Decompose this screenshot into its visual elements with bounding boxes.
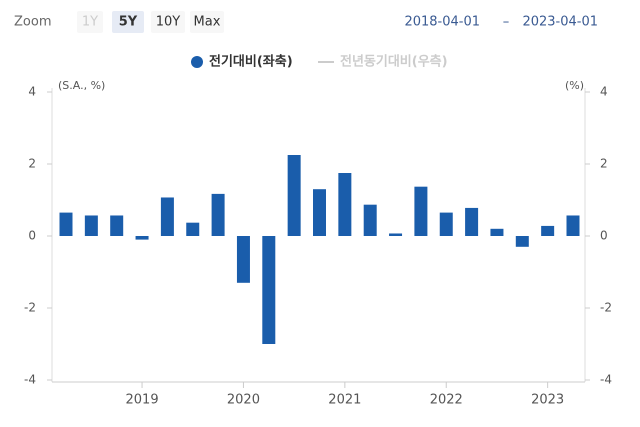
bar [160,197,174,236]
legend-marker [191,56,203,68]
x-tick-label: 2020 [227,393,260,408]
bar [110,215,124,236]
bar [414,186,428,236]
zoom-label: Zoom [14,15,51,30]
bar [490,228,504,236]
y-axis-title: (S.A., %) [58,79,105,92]
bar [313,189,326,236]
y2-tick-label: 0 [600,229,608,243]
range-from: 2018-04-01 [404,15,480,30]
y-tick-label: 2 [28,157,36,171]
bar [262,236,276,344]
bar [135,236,149,240]
y2-tick-label: -2 [600,301,612,315]
range-separator: – [503,15,510,30]
y2-tick-label: 2 [600,157,608,171]
bar [439,212,453,236]
x-tick-label: 2022 [430,393,463,408]
x-tick-label: 2023 [531,393,564,408]
y2-axis-title: (%) [565,79,584,92]
bar [389,233,403,236]
bar [515,236,529,247]
zoom-button[interactable] [112,11,144,33]
zoom-button[interactable] [190,11,224,33]
bar [236,236,250,283]
x-tick-label: 2021 [328,393,361,408]
y-tick-label: -2 [24,301,36,315]
y-tick-label: -4 [24,373,36,387]
y-tick-label: 0 [28,229,36,243]
bar [84,215,98,236]
zoom-button[interactable] [77,11,103,33]
bar [287,155,301,236]
bar [363,204,377,236]
bar [465,207,479,236]
zoom-button-label[interactable]: 5Y [119,15,138,30]
bar [186,222,200,236]
y-tick-label: 4 [28,85,36,99]
zoom-button-label[interactable]: Max [194,15,221,30]
bar [566,215,580,236]
y2-tick-label: 4 [600,85,608,99]
legend-label[interactable]: 전년동기대비(우측) [340,54,448,70]
legend-label[interactable]: 전기대비(좌축) [209,54,293,70]
x-tick-label: 2019 [126,393,159,408]
bar [211,193,225,236]
range-to: 2023-04-01 [522,15,598,30]
zoom-button-label[interactable]: 10Y [156,15,181,30]
bar [59,212,73,236]
bar [338,173,352,236]
bar [541,225,555,236]
zoom-button[interactable] [151,11,185,33]
y2-tick-label: -4 [600,373,612,387]
zoom-button-label[interactable]: 1Y [82,15,98,30]
